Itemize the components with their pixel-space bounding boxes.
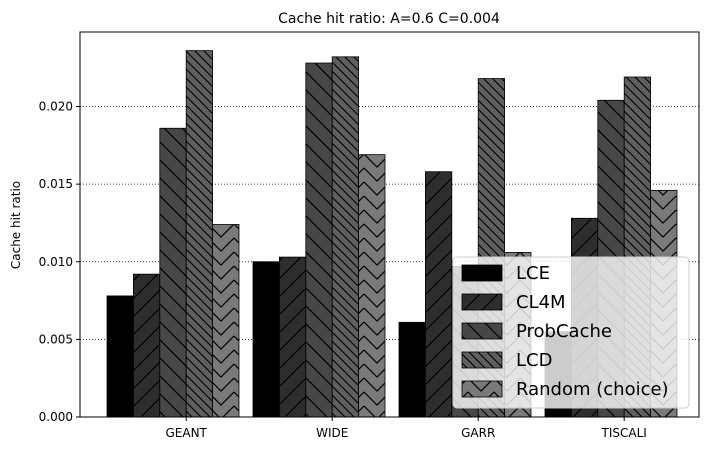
y-axis-label: Cache hit ratio	[9, 181, 23, 269]
legend-label: LCE	[516, 263, 550, 284]
x-tick-label: WIDE	[316, 426, 348, 440]
x-tick-label: GEANT	[165, 426, 207, 440]
legend-box	[452, 256, 690, 409]
bar	[106, 295, 134, 418]
x-tick-label: GARR	[461, 426, 495, 440]
bar-hatch	[332, 56, 359, 417]
legend: LCE CL4M ProbCache LCD Random (choice)	[452, 256, 690, 409]
chart-title: Cache hit ratio: A=0.6 C=0.004	[278, 11, 500, 27]
bar-hatch	[279, 257, 306, 417]
legend-swatch	[461, 264, 503, 282]
y-tick-label: 0.000	[39, 410, 73, 424]
plot-frame	[79, 31, 700, 418]
legend-swatch-hatch	[462, 294, 502, 310]
bar-hatch	[159, 128, 187, 417]
bar	[252, 261, 280, 418]
bar-hatch	[425, 171, 452, 417]
legend-swatch-hatch	[462, 323, 502, 339]
bar-hatch	[133, 274, 160, 417]
legend-swatch-hatch	[462, 381, 502, 397]
gridlines	[80, 106, 699, 340]
y-axis: 0.000 0.005 0.010 0.015 0.020	[39, 100, 80, 424]
legend-label: ProbCache	[516, 321, 612, 342]
legend-label: LCD	[516, 350, 552, 371]
legend-swatch-hatch	[462, 352, 502, 368]
x-axis: GEANT WIDE GARR TISCALI	[165, 417, 647, 440]
y-tick-label: 0.020	[39, 100, 73, 114]
legend-label: CL4M	[516, 292, 566, 313]
bar-hatch	[305, 63, 333, 417]
y-tick-label: 0.015	[39, 177, 73, 191]
bar-hatch	[358, 154, 385, 418]
x-tick-label: TISCALI	[601, 426, 647, 440]
y-tick-label: 0.005	[39, 332, 73, 346]
bar	[398, 321, 426, 418]
y-tick-label: 0.010	[39, 255, 73, 269]
bar-hatch	[186, 50, 213, 418]
bar-hatch	[212, 224, 239, 417]
legend-label: Random (choice)	[516, 379, 669, 400]
